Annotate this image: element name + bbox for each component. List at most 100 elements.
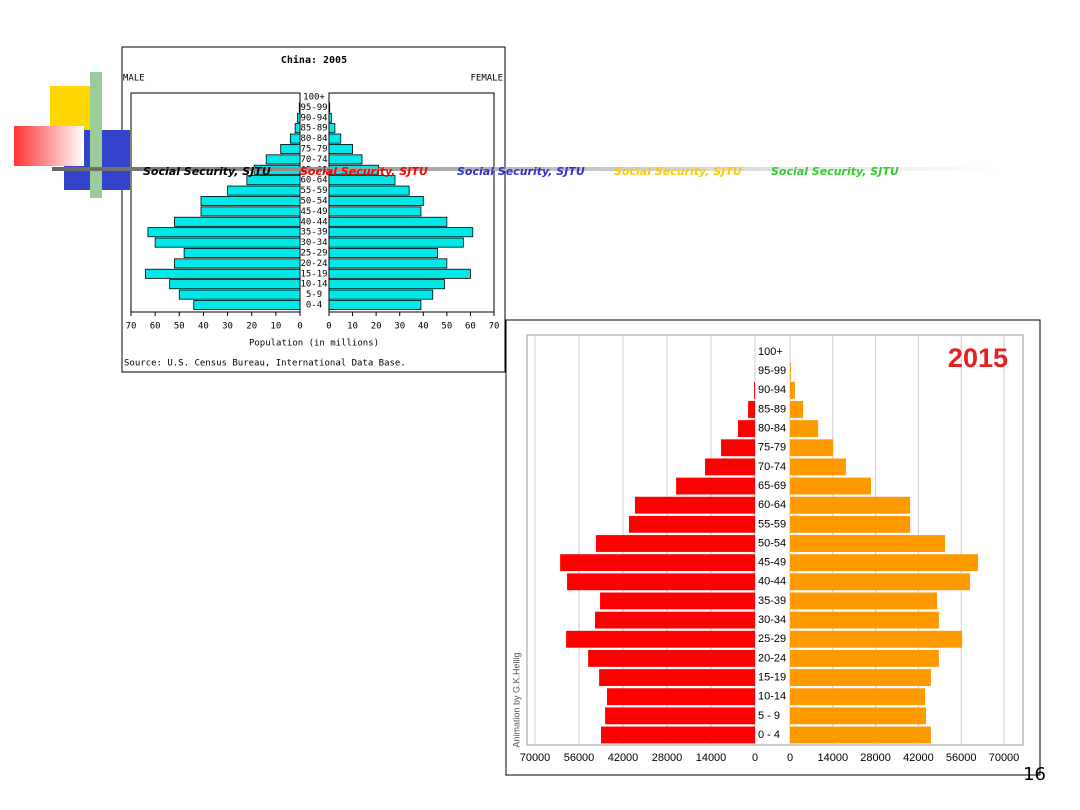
logo-red (14, 126, 84, 166)
age-label: 45-49 (758, 557, 786, 569)
x-tick-label: 30 (394, 322, 405, 332)
bar-male (193, 300, 301, 310)
age-label: 90-94 (758, 384, 786, 396)
age-label: 50-54 (300, 197, 327, 207)
bar-male (294, 123, 301, 134)
banner-text: Social Security, SJTU (457, 165, 585, 178)
bar-female (328, 227, 474, 238)
bar-female (790, 535, 945, 552)
bar-male (183, 248, 301, 258)
bar-male (600, 592, 755, 610)
age-label: 10-14 (758, 691, 786, 703)
bar-male (178, 289, 301, 300)
bar-female (328, 268, 471, 279)
bar-male (748, 401, 755, 418)
age-label: 80-84 (300, 134, 327, 144)
age-label: 55-59 (758, 518, 786, 530)
age-label: 5 - 9 (758, 710, 780, 722)
x-tick-label: 40 (198, 322, 209, 332)
x-tick-label: 28000 (860, 752, 891, 764)
bar-male (147, 227, 301, 238)
bar-male (145, 268, 301, 279)
banner-text: Social Security, SJTU (300, 165, 428, 178)
bar-male (298, 102, 301, 113)
x-tick-label: 70 (489, 322, 500, 332)
bar-female (328, 133, 342, 144)
bar-female (790, 496, 911, 514)
bar-male (721, 439, 755, 457)
bar-female (790, 362, 791, 380)
banner-text: Social Security, SJTU (614, 165, 742, 178)
age-label: 60-64 (758, 499, 786, 511)
source-note: Source: U.S. Census Bureau, Internationa… (124, 359, 406, 369)
age-label: 85-89 (758, 403, 786, 415)
bar-male (738, 420, 755, 438)
bar-female (790, 669, 931, 686)
bar-male (754, 381, 755, 399)
bar-female (328, 144, 353, 154)
age-label: 75-79 (758, 442, 786, 454)
chart2-plot (526, 334, 1024, 746)
bar-male (628, 515, 755, 533)
logo (14, 72, 130, 198)
bar-female (790, 420, 819, 438)
age-label: 55-59 (300, 186, 327, 196)
age-label: 60-64 (300, 176, 327, 186)
bar-female (328, 279, 445, 290)
bar-female (328, 248, 438, 258)
x-tick-label: 20 (371, 322, 382, 332)
age-label: 30-34 (758, 614, 786, 626)
age-label: 35-39 (758, 595, 786, 607)
bar-female (328, 258, 448, 269)
chart2-frame (505, 319, 1041, 776)
bar-female (790, 381, 795, 399)
age-label: 45-49 (300, 207, 327, 217)
age-label: 65-69 (758, 480, 786, 492)
bar-female (328, 237, 464, 248)
bar-female (328, 196, 424, 206)
x-tick-label: 40 (418, 322, 429, 332)
bar-female (328, 175, 396, 186)
bar-male (227, 185, 301, 196)
bar-male (676, 477, 755, 495)
age-label: 50-54 (758, 537, 786, 549)
x-tick-label: 0 (752, 752, 758, 764)
bar-female (790, 649, 939, 667)
x-tick-label: 0 (326, 322, 331, 332)
bar-female (790, 611, 939, 629)
legend-female: FEMALE (470, 74, 503, 84)
bar-female (790, 592, 938, 610)
bar-female (328, 123, 336, 134)
age-label: 30-34 (300, 238, 327, 248)
age-label: 15-19 (758, 671, 786, 683)
bar-female (328, 185, 410, 196)
age-label: 95-99 (300, 103, 327, 113)
x-tick-label: 56000 (564, 752, 595, 764)
x-tick-label: 30 (222, 322, 233, 332)
x-tick-label: 70 (126, 322, 137, 332)
bar-female (328, 216, 448, 227)
x-axis-label: Population (in millions) (249, 339, 379, 349)
bar-male (174, 216, 301, 227)
bar-female (790, 401, 804, 418)
bar-male (566, 630, 755, 648)
bar-female (790, 515, 911, 533)
age-label: 20-24 (758, 652, 786, 664)
x-tick-label: 50 (174, 322, 185, 332)
bar-male (599, 669, 755, 686)
bar-female (790, 726, 931, 744)
x-tick-label: 14000 (696, 752, 727, 764)
bar-male (200, 206, 301, 217)
credit: Animation by G.K.Hellig (511, 652, 521, 747)
age-label: 40-44 (300, 217, 327, 227)
bar-male (289, 133, 301, 144)
age-label: 90-94 (300, 113, 327, 123)
age-label: 80-84 (758, 423, 786, 435)
bar-male (595, 611, 755, 629)
x-tick-label: 14000 (818, 752, 849, 764)
chart-title: China: 2005 (281, 54, 347, 66)
x-tick-label: 60 (465, 322, 476, 332)
age-label: 15-19 (300, 269, 327, 279)
age-label: 95-99 (758, 365, 786, 377)
x-tick-label: 0 (787, 752, 793, 764)
